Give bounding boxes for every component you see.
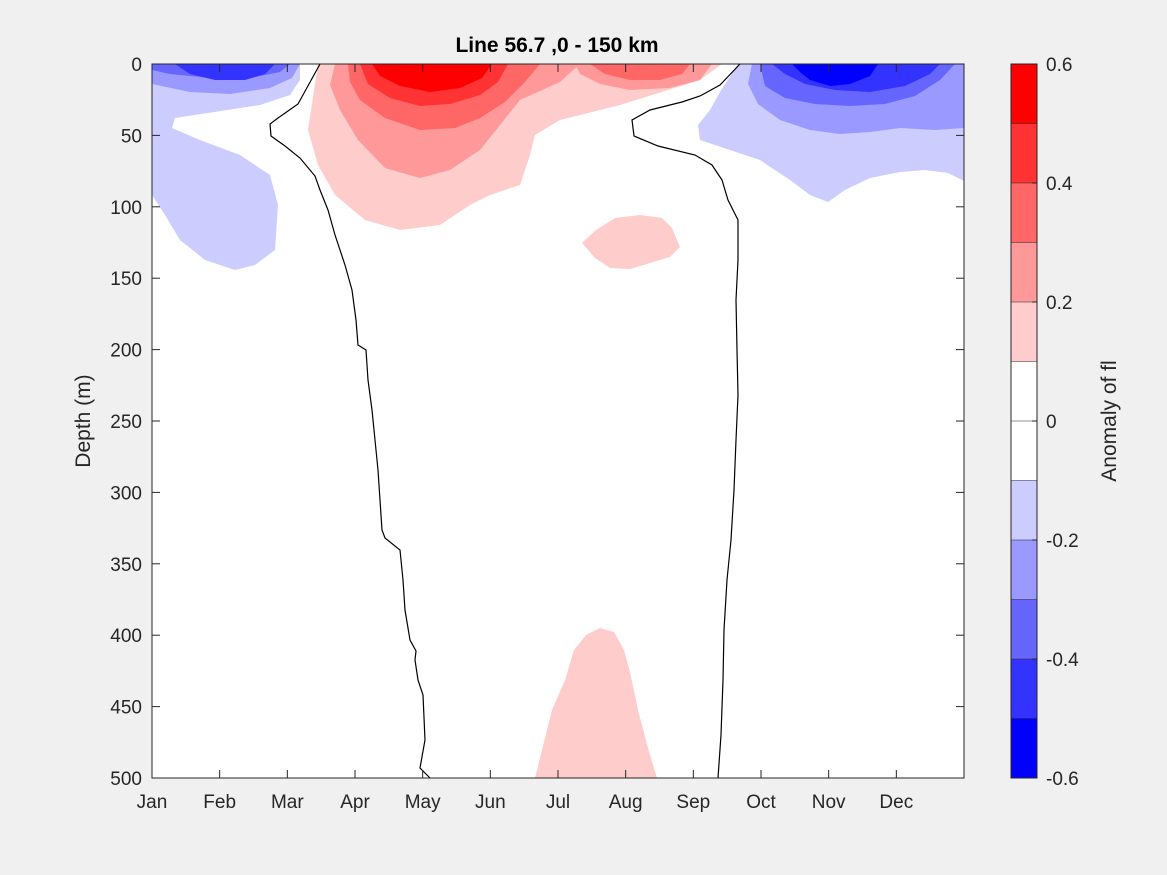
positive-anomaly-region-jul-aug-deep [535, 628, 657, 778]
y-tick-label: 100 [110, 198, 142, 219]
y-tick-label: 0 [131, 55, 142, 76]
zero-contour-lines [269, 63, 741, 779]
zero-contour-line-left [269, 63, 431, 779]
colorbar-band [1011, 242, 1037, 303]
x-tick-label: Nov [812, 792, 846, 813]
chart-title: Line 56.7 ,0 - 150 km [455, 34, 658, 57]
zero-contour-line-right [631, 63, 741, 779]
x-tick-label: Sep [676, 792, 710, 813]
colorbar-band [1011, 302, 1037, 362]
y-tick-label: 200 [110, 341, 142, 362]
positive-anomaly-region-jul-aug-subsurface [582, 215, 680, 269]
colorbar-tick-label: -0.4 [1046, 650, 1079, 671]
colorbar-band [1011, 599, 1037, 660]
colorbar-tick-label: 0.6 [1046, 55, 1072, 76]
colorbar-tick-label: 0.4 [1046, 174, 1073, 195]
x-tick-label: Mar [271, 792, 304, 813]
y-tick-label: 250 [110, 412, 142, 433]
x-tick-label: Dec [879, 792, 913, 813]
colorbar-band [1011, 183, 1037, 243]
y-tick-label: 350 [110, 555, 142, 576]
negative-anomaly-region-jan-feb-0.4 [175, 64, 275, 80]
colorbar-band [1011, 659, 1037, 719]
x-tick-label: Aug [609, 792, 643, 813]
colorbar-band [1011, 480, 1037, 541]
colorbar-tick-label: -0.2 [1046, 531, 1079, 552]
x-tick-label: May [405, 792, 441, 813]
y-tick-label: 50 [121, 126, 142, 147]
colorbar-band [1011, 540, 1037, 600]
colorbar-band [1011, 64, 1037, 124]
negative-anomaly-region-jan-feb [152, 64, 300, 270]
colorbar-label: Anomaly of fl [1098, 360, 1121, 481]
colorbar-band [1011, 718, 1037, 779]
colorbar-tick-label: -0.6 [1046, 769, 1079, 790]
colorbar: 0.6 0.4 0.2 0 -0.2 -0.4 -0.6 Anomaly of fl [1010, 55, 1121, 790]
x-tick-label: Jul [546, 792, 570, 813]
colorbar-ticks: 0.6 0.4 0.2 0 -0.2 -0.4 -0.6 [1032, 55, 1079, 790]
x-tick-label: Feb [203, 792, 236, 813]
x-axis: Jan Feb Mar Apr May Jun Jul Aug Sep Oct Nov Dec [137, 64, 913, 813]
x-tick-label: Jan [137, 792, 168, 813]
y-tick-label: 400 [110, 626, 142, 647]
colorbar-band [1011, 123, 1037, 184]
negative-anomaly-region-oct-dec-0.5 [792, 64, 878, 86]
colorbar-band [1011, 361, 1037, 422]
positive-anomaly-region-jul-aug-surface-0.3 [590, 64, 690, 80]
y-axis-label: Depth (m) [72, 374, 95, 467]
colorbar-tick-label: 0 [1046, 412, 1057, 433]
x-tick-label: Oct [746, 792, 776, 813]
y-tick-label: 450 [110, 698, 142, 719]
colorbar-band [1011, 421, 1037, 481]
positive-anomaly-region-apr-jun-0.5 [372, 64, 492, 92]
y-axis: 0 50 100 150 200 250 300 350 400 450 500 [110, 55, 964, 790]
x-tick-label: Jun [475, 792, 506, 813]
x-tick-label: Apr [340, 792, 370, 813]
y-tick-label: 500 [110, 769, 142, 790]
contour-plot: 0 50 100 150 200 250 300 350 400 450 500 Jan Feb Mar… [110, 55, 965, 813]
colorbar-tick-label: 0.2 [1046, 293, 1072, 314]
colorbar-bands [1011, 64, 1037, 779]
contour-fills [152, 64, 964, 778]
y-tick-label: 300 [110, 483, 142, 504]
y-tick-label: 150 [110, 269, 142, 290]
